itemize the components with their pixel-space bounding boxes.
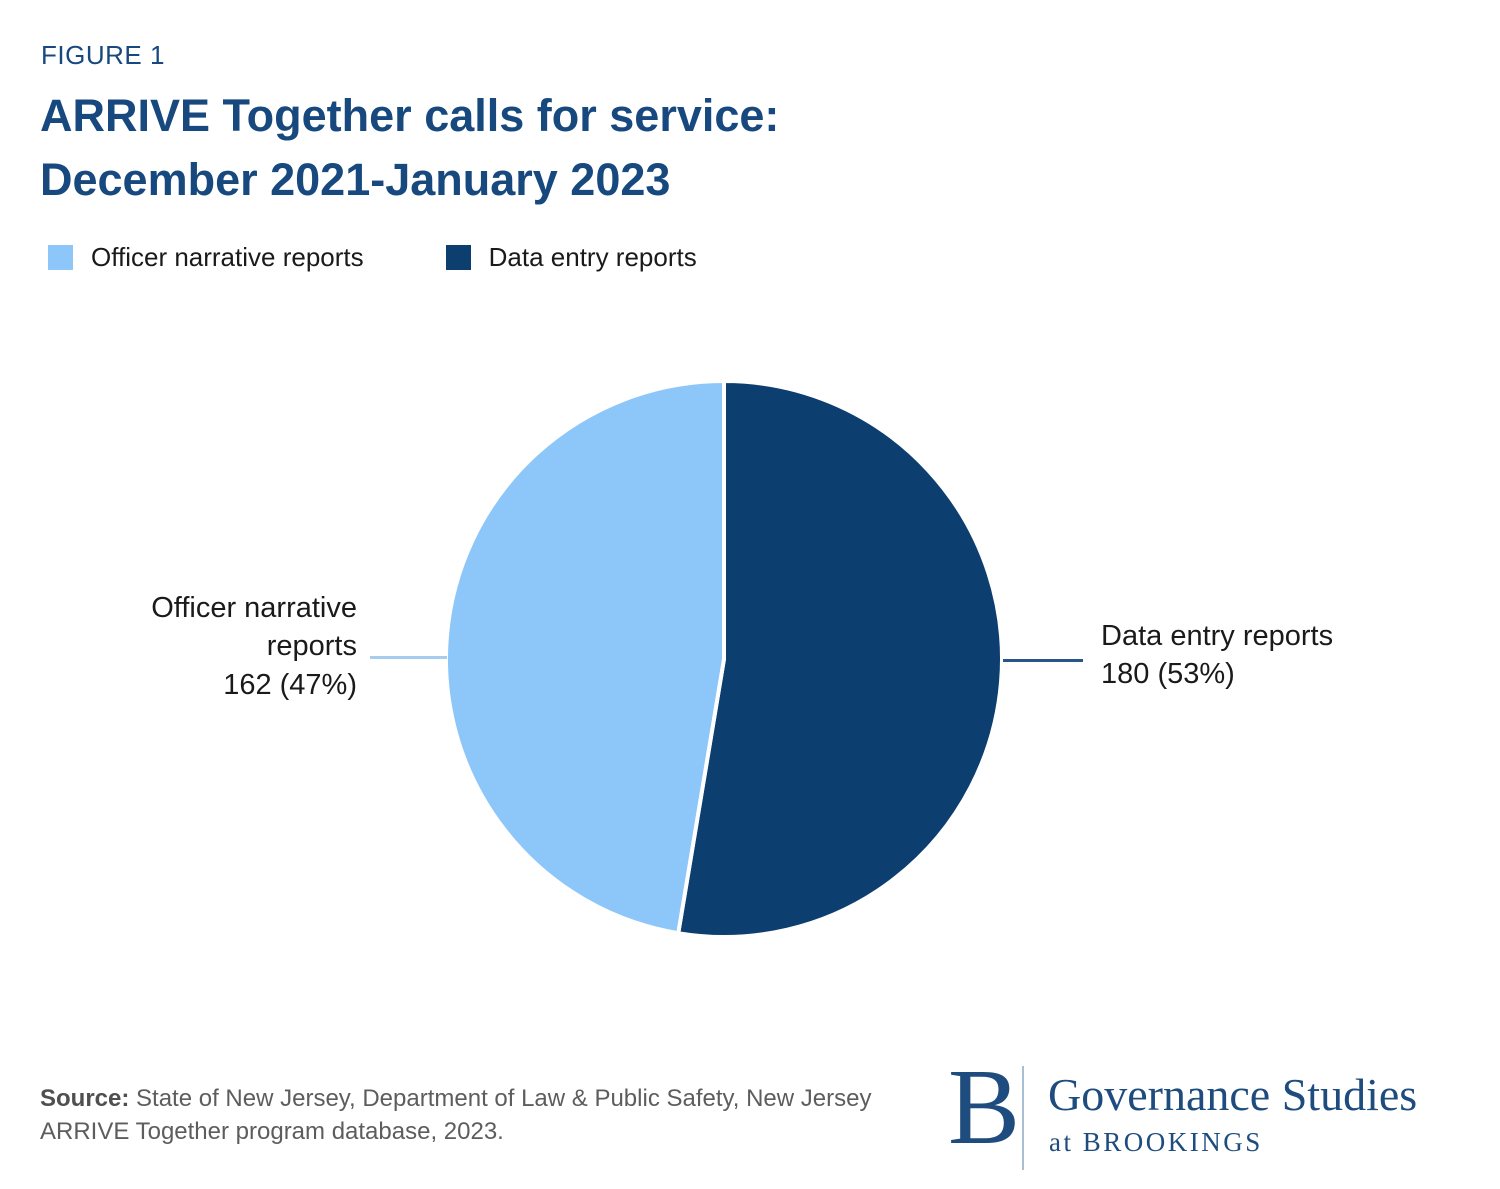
source-note: Source: State of New Jersey, Department … <box>40 1082 920 1148</box>
logo-governance-studies: Governance Studies <box>1048 1069 1418 1120</box>
source-label: Source: <box>40 1085 130 1112</box>
callout-data-entry-label: Data entry reports <box>1101 620 1334 652</box>
legend-item-officer-narrative: Officer narrative reports <box>48 242 364 273</box>
callout-data-entry: Data entry reports 180 (53%) <box>1101 617 1431 694</box>
callout-officer-narrative: Officer narrative reports 162 (47%) <box>97 589 357 704</box>
leader-line-officer-narrative <box>370 656 447 659</box>
callout-officer-narrative-label: Officer narrative reports <box>151 592 357 663</box>
figure-number-label: FIGURE 1 <box>41 40 165 70</box>
legend-swatch-data-entry-icon <box>445 245 471 270</box>
figure-title: ARRIVE Together calls for service: Decem… <box>40 90 780 205</box>
source-text: State of New Jersey, Department of Law &… <box>40 1085 872 1146</box>
pie-slice-officer-narrative-reports <box>444 379 726 936</box>
brookings-b-icon: B <box>948 1048 1021 1167</box>
chart-legend: Officer narrative reports Data entry rep… <box>48 242 697 273</box>
legend-label-officer-narrative: Officer narrative reports <box>91 242 364 272</box>
pie-chart <box>444 379 1004 939</box>
legend-swatch-officer-narrative-icon <box>48 245 73 270</box>
callout-data-entry-value: 180 (53%) <box>1101 658 1235 691</box>
logo-at-brookings: at BROOKINGS <box>1049 1127 1263 1157</box>
legend-item-data-entry: Data entry reports <box>445 242 697 273</box>
leader-line-data-entry <box>1003 659 1083 662</box>
logo-divider <box>1022 1066 1024 1170</box>
callout-officer-narrative-value: 162 (47%) <box>223 668 357 701</box>
pie-slice-data-entry-reports <box>676 379 1004 939</box>
legend-label-data-entry: Data entry reports <box>488 242 697 272</box>
brookings-logo: B Governance Studies at BROOKINGS <box>948 1048 1460 1170</box>
